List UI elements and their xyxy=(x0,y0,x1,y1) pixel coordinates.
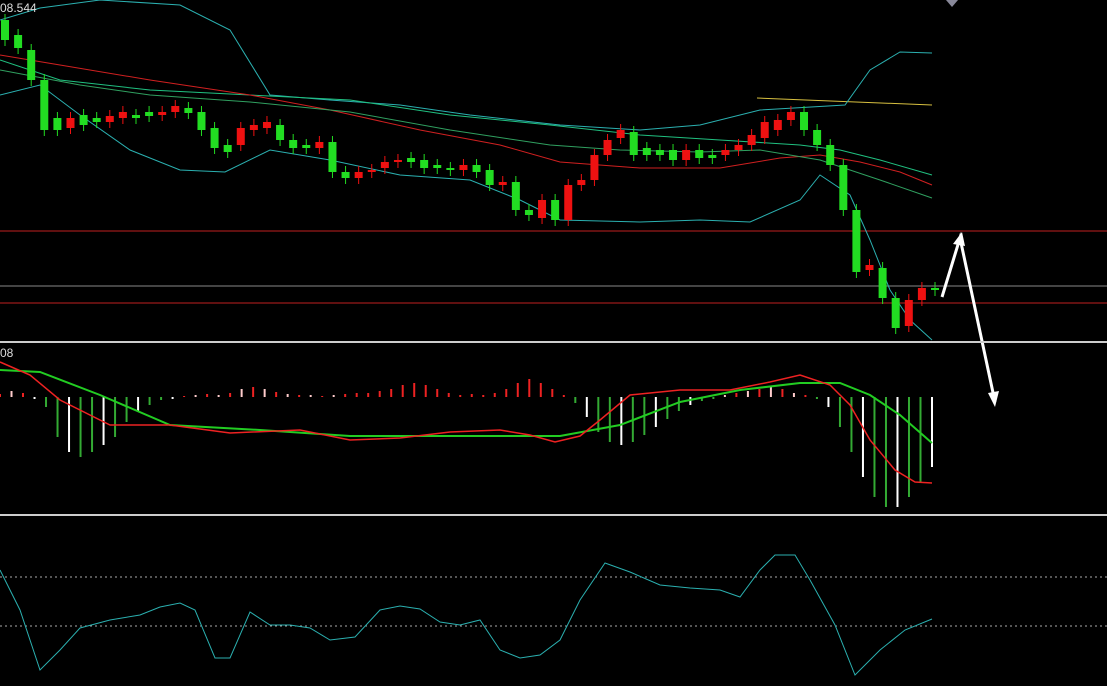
candle-body xyxy=(92,118,101,122)
candle-body xyxy=(695,150,704,158)
candle-body xyxy=(524,210,533,215)
candle-body xyxy=(931,288,939,290)
candle-body xyxy=(708,155,717,158)
moving-average xyxy=(0,54,933,186)
candle-body xyxy=(616,130,625,138)
upper-band xyxy=(0,0,933,131)
candle-body xyxy=(40,80,49,130)
moving-average xyxy=(0,69,933,199)
candle-body xyxy=(315,142,324,148)
candle-body xyxy=(917,288,926,300)
candle-body xyxy=(420,160,429,168)
candle-body xyxy=(839,165,848,210)
candle-body xyxy=(538,200,547,218)
oscillator-line xyxy=(0,554,933,676)
candle-body xyxy=(577,180,586,185)
candle-body xyxy=(262,122,271,128)
candle-body xyxy=(276,125,285,140)
candle-body xyxy=(236,128,245,145)
candle-body xyxy=(747,135,756,145)
candle-body xyxy=(53,118,62,130)
candle-body xyxy=(721,150,730,155)
candle-body xyxy=(341,172,350,178)
candle-body xyxy=(878,268,887,298)
candle-body xyxy=(105,116,114,122)
candle-body xyxy=(590,155,599,180)
marker xyxy=(946,0,958,7)
candle-body xyxy=(472,165,481,172)
candle-body xyxy=(118,112,127,118)
candle-body xyxy=(629,132,638,155)
candle-body xyxy=(158,112,167,115)
candle-body xyxy=(891,298,900,328)
candle-body xyxy=(223,145,232,152)
candle-body xyxy=(302,145,311,148)
arrow-head xyxy=(988,391,999,407)
candle-body xyxy=(813,130,822,145)
candle-body xyxy=(1,20,9,40)
candle-body xyxy=(249,125,258,130)
candle-body xyxy=(786,112,795,120)
macd-line xyxy=(0,361,933,484)
candle-body xyxy=(773,120,782,130)
candle-body xyxy=(407,158,416,162)
candle-body xyxy=(904,300,913,326)
candle-body xyxy=(210,128,219,148)
arrow-head xyxy=(953,232,965,246)
candle-body xyxy=(14,35,23,48)
candle-body xyxy=(564,185,573,220)
candle-body xyxy=(145,112,154,116)
candle-body xyxy=(171,106,180,112)
candle-body xyxy=(760,122,769,138)
candle-body xyxy=(393,160,402,162)
candle-body xyxy=(642,148,651,155)
candle-body xyxy=(734,145,743,150)
macd-signal xyxy=(0,369,933,444)
candle-body xyxy=(433,165,442,168)
candle-body xyxy=(669,150,678,160)
candle-body xyxy=(27,50,36,80)
candle-body xyxy=(603,140,612,155)
candle-body xyxy=(328,142,337,172)
macd-label: 08 xyxy=(0,346,14,360)
candle-body xyxy=(289,140,298,148)
candle-body xyxy=(800,112,809,130)
candle-body xyxy=(131,115,140,118)
candle-body xyxy=(865,265,874,270)
candle-body xyxy=(655,150,664,155)
candle-body xyxy=(826,145,835,165)
candle-body xyxy=(184,108,193,113)
candle-body xyxy=(66,118,75,128)
candle-body xyxy=(852,210,861,272)
candle-body xyxy=(485,170,494,185)
price-label: 08.544 xyxy=(0,1,37,15)
candles xyxy=(1,14,939,334)
candle-body xyxy=(511,182,520,210)
trend-line xyxy=(756,97,933,106)
candle-body xyxy=(79,115,88,125)
candle-body xyxy=(498,182,507,185)
candle-body xyxy=(354,172,363,178)
candle-body xyxy=(380,162,389,168)
candle-body xyxy=(551,200,560,220)
candle-body xyxy=(459,165,468,170)
candle-body xyxy=(367,170,376,172)
candle-body xyxy=(682,150,691,160)
candle-body xyxy=(197,112,206,130)
candle-body xyxy=(446,168,455,170)
middle-band xyxy=(0,59,933,176)
